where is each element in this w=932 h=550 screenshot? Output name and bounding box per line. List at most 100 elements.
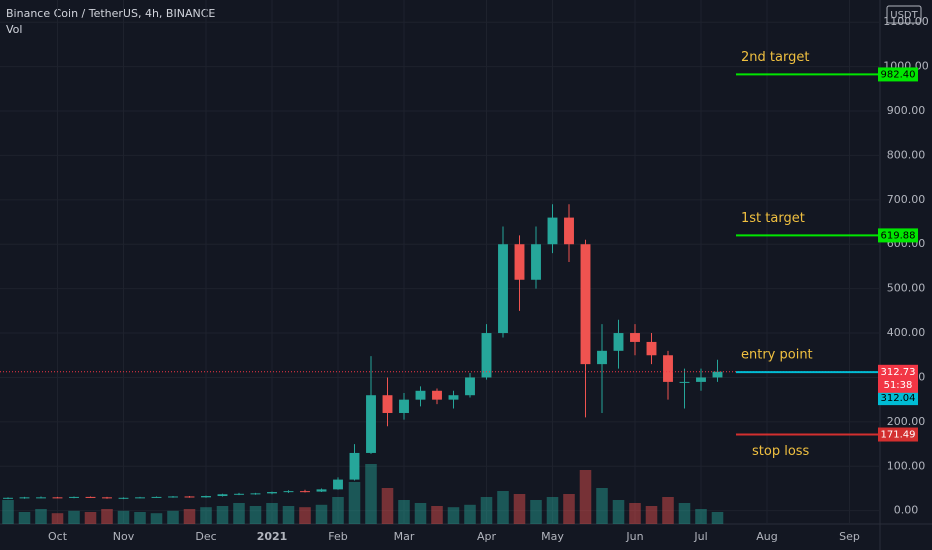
- volume-bar: [315, 504, 328, 524]
- price-label: 619.88: [881, 230, 916, 241]
- x-tick-label: May: [541, 530, 564, 543]
- volume-bar: [546, 497, 559, 524]
- volume-bar: [332, 497, 344, 524]
- last-price-label: 312.73: [881, 367, 916, 378]
- x-tick-label: Nov: [113, 530, 135, 543]
- volume-bar: [101, 509, 113, 524]
- volume-bar: [18, 512, 31, 524]
- volume-bar: [134, 512, 146, 524]
- candle-body: [564, 217, 574, 245]
- candle-body: [547, 217, 558, 245]
- candle-body: [300, 491, 310, 493]
- price-label: 312.04: [881, 393, 916, 404]
- volume-bar: [2, 500, 14, 524]
- volume-bar: [365, 464, 377, 524]
- last-price-box: [878, 364, 918, 393]
- candle-body: [663, 355, 673, 382]
- candle-body: [36, 497, 46, 499]
- candle-body: [135, 497, 145, 499]
- volume-bar: [431, 506, 443, 524]
- volume-bar: [563, 494, 575, 524]
- candle-body: [481, 333, 492, 378]
- volume-bar: [167, 510, 179, 524]
- y-tick-label: 100.00: [887, 459, 926, 472]
- volume-bar: [447, 507, 460, 524]
- candle-body: [465, 377, 475, 396]
- y-tick-label: 800.00: [887, 148, 926, 161]
- y-tick-label: 500.00: [887, 282, 926, 295]
- price-label: 171.49: [881, 430, 916, 441]
- price-label-box: [878, 427, 918, 442]
- candle-body: [69, 496, 79, 498]
- candle-body: [118, 497, 129, 499]
- candle-body: [267, 492, 277, 494]
- candle-body: [366, 395, 376, 453]
- candle-body: [399, 399, 409, 413]
- annotation-text: 2nd target: [741, 50, 809, 65]
- currency: USDT: [890, 10, 918, 21]
- candle-body: [316, 489, 327, 492]
- candle-body: [432, 390, 442, 400]
- price-label: 982.40: [881, 69, 916, 80]
- candle-body: [234, 493, 244, 495]
- volume-bar: [35, 509, 47, 524]
- volume-bar: [629, 503, 641, 524]
- volume-bar: [299, 507, 311, 524]
- volume-bar: [662, 497, 674, 524]
- candle-body: [349, 452, 360, 480]
- y-tick-label: 400.00: [887, 326, 926, 339]
- countdown: 51:38: [884, 380, 913, 391]
- x-tick-label: Jun: [625, 530, 643, 543]
- annotation-text: 1st target: [741, 211, 805, 226]
- candle-body: [498, 244, 508, 334]
- volume-bar: [464, 504, 476, 524]
- x-tick-label: Oct: [48, 530, 68, 543]
- x-tick-label: 2021: [257, 530, 288, 543]
- y-tick-label: 200.00: [887, 415, 926, 428]
- candle-body: [613, 333, 624, 351]
- volume-bar: [117, 510, 130, 524]
- x-tick-label: Mar: [394, 530, 415, 543]
- candle-body: [580, 244, 591, 365]
- subtitle: Vol: [6, 23, 22, 36]
- candle-body: [382, 395, 393, 413]
- y-tick-label: 1100.00: [883, 15, 929, 28]
- volume-bar: [596, 488, 608, 524]
- x-tick-label: Aug: [756, 530, 777, 543]
- x-tick-label: Sep: [839, 530, 860, 543]
- volume-bar: [645, 506, 658, 524]
- currency-box: [886, 5, 922, 24]
- price-label-box: [878, 67, 918, 82]
- volume-bar: [348, 482, 361, 524]
- candle-body: [712, 371, 723, 378]
- price-label-box: [878, 391, 918, 406]
- y-tick-label: 700.00: [887, 193, 926, 206]
- volume-bar: [233, 503, 245, 524]
- volume-bar: [183, 509, 196, 524]
- volume-bar: [381, 488, 394, 524]
- annotation-text: stop loss: [752, 444, 810, 459]
- candle-body: [85, 496, 96, 498]
- volume-bar: [711, 512, 724, 524]
- candle-body: [184, 496, 195, 498]
- candle-body: [151, 496, 162, 498]
- candle-body: [415, 390, 426, 400]
- candle-body: [283, 491, 294, 493]
- x-tick-label: Jul: [693, 530, 707, 543]
- volume-bar: [282, 506, 295, 524]
- volume-bar: [398, 500, 410, 524]
- y-tick-label: 900.00: [887, 104, 926, 117]
- volume-bar: [579, 470, 592, 524]
- volume-bar: [200, 507, 212, 524]
- candle-body: [168, 496, 178, 498]
- volume-bar: [51, 513, 64, 524]
- volume-bar: [150, 513, 163, 524]
- candle-body: [597, 350, 607, 365]
- volume-bar: [414, 503, 427, 524]
- candle-body: [646, 341, 657, 356]
- candle-body: [679, 381, 690, 383]
- x-tick-label: Feb: [328, 530, 347, 543]
- x-tick-label: Dec: [195, 530, 216, 543]
- volume-bar: [513, 494, 526, 524]
